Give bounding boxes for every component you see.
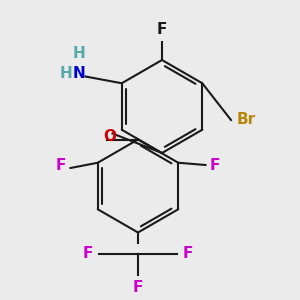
Text: N: N: [73, 66, 86, 81]
Text: F: F: [133, 280, 143, 296]
Text: H: H: [60, 66, 72, 81]
Text: F: F: [210, 158, 220, 172]
Text: F: F: [56, 158, 66, 172]
Text: F: F: [82, 246, 93, 261]
Text: O: O: [103, 129, 116, 144]
Text: Br: Br: [237, 112, 256, 128]
Text: H: H: [73, 46, 86, 62]
Text: F: F: [157, 22, 167, 38]
Text: F: F: [183, 246, 194, 261]
